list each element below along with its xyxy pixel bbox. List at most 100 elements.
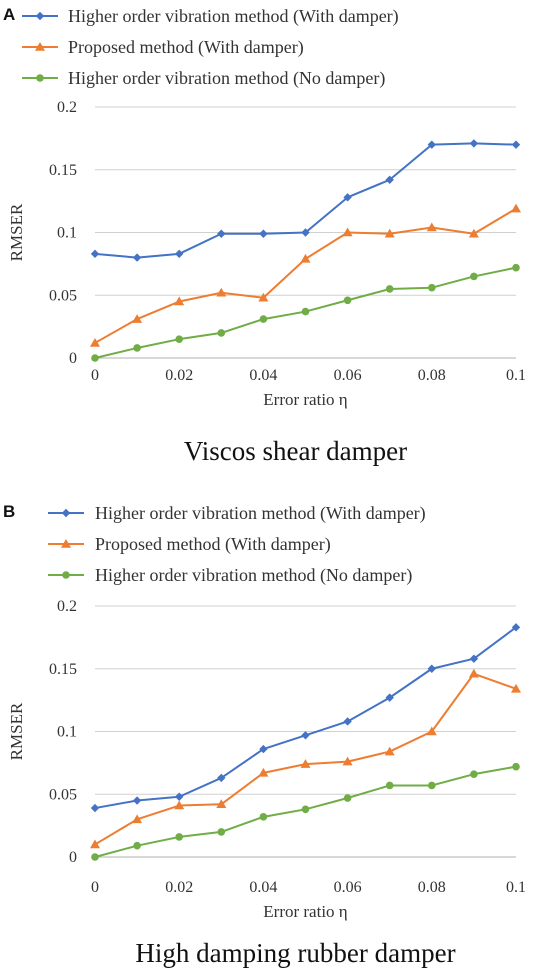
series-2 <box>91 263 520 362</box>
data-point <box>175 249 184 259</box>
data-point <box>301 805 310 814</box>
x-tick-label: 0.06 <box>334 367 362 384</box>
data-point <box>175 792 184 801</box>
series-line <box>94 142 517 259</box>
y-axis-title: RMSER <box>7 702 26 760</box>
data-point <box>384 746 395 756</box>
chart-panel-a: A Higher order vibration method (With dam… <box>3 5 526 466</box>
data-point <box>511 623 521 632</box>
chart-caption: Viscos shear damper <box>184 436 407 466</box>
data-point <box>217 329 226 337</box>
data-point <box>511 683 521 693</box>
data-point <box>469 139 479 148</box>
x-tick-label: 0.06 <box>334 879 362 896</box>
data-point <box>132 814 143 824</box>
data-point <box>427 140 436 149</box>
data-point <box>217 773 226 783</box>
legend-label: Higher order vibration method (With damp… <box>68 6 399 27</box>
data-point <box>426 222 437 232</box>
x-tick-label: 0.08 <box>418 879 446 896</box>
data-point <box>133 344 141 352</box>
data-point <box>132 253 142 262</box>
series-1 <box>90 668 521 849</box>
legend: Higher order vibration method (With damp… <box>22 6 399 89</box>
y-tick-label: 0.2 <box>57 598 77 615</box>
legend-triangle-marker <box>61 539 71 548</box>
legend-item: Higher order vibration method (With damp… <box>48 503 426 524</box>
data-point <box>174 800 185 810</box>
data-point <box>175 335 183 343</box>
series-line <box>94 672 517 846</box>
data-point <box>385 781 394 790</box>
data-point <box>342 756 353 766</box>
data-point <box>342 227 353 237</box>
data-point <box>216 287 227 297</box>
y-tick-label: 0.05 <box>49 786 77 803</box>
data-point <box>216 799 227 809</box>
data-point <box>468 228 479 238</box>
data-point <box>343 794 352 802</box>
data-point <box>259 229 268 238</box>
legend-circle-marker <box>36 74 44 82</box>
series-2 <box>91 762 520 861</box>
data-point <box>384 228 395 238</box>
data-point <box>217 828 226 836</box>
y-tick-label: 0.1 <box>57 724 77 741</box>
legend-circle-marker <box>62 571 70 579</box>
series-0 <box>90 623 521 813</box>
data-point <box>470 770 478 778</box>
legend-item: Proposed method (With damper) <box>48 534 331 555</box>
data-point <box>259 315 268 323</box>
data-point <box>301 307 310 316</box>
data-point <box>90 337 100 347</box>
data-point <box>258 767 269 777</box>
data-point <box>217 229 226 238</box>
series-0 <box>90 139 521 262</box>
legend-item: Higher order vibration method (No damper… <box>22 68 385 89</box>
x-tick-label: 0.08 <box>418 367 446 384</box>
data-point <box>385 693 394 702</box>
data-point <box>385 285 394 293</box>
legend-diamond-marker <box>61 508 71 518</box>
data-point <box>427 664 436 673</box>
data-point <box>91 853 99 861</box>
data-point <box>468 668 479 678</box>
y-axis-title: RMSER <box>7 203 26 261</box>
data-point <box>258 292 269 302</box>
data-point <box>90 249 100 259</box>
data-point <box>512 263 520 272</box>
x-axis-title: Error ratio η <box>263 390 347 409</box>
data-point <box>301 731 310 740</box>
x-tick-label: 0.02 <box>165 367 193 384</box>
x-tick-label: 0 <box>91 879 99 896</box>
legend-diamond-marker <box>35 11 45 21</box>
data-point <box>175 833 183 841</box>
x-axis-title: Error ratio η <box>263 902 347 921</box>
data-point <box>300 759 311 768</box>
data-point <box>259 744 268 754</box>
data-point <box>470 272 478 281</box>
data-point <box>133 841 141 850</box>
data-point <box>428 781 436 790</box>
y-tick-label: 0.2 <box>57 99 77 116</box>
legend: Higher order vibration method (With damp… <box>48 503 426 586</box>
data-point <box>91 354 99 362</box>
data-point <box>90 839 100 849</box>
data-point <box>300 253 311 263</box>
data-point <box>259 813 268 821</box>
series-line <box>94 626 517 810</box>
y-tick-label: 0.15 <box>49 162 77 179</box>
x-tick-label: 0.1 <box>506 367 526 384</box>
legend-item: Higher order vibration method (With damp… <box>22 6 399 27</box>
legend-label: Higher order vibration method (No damper… <box>68 68 385 89</box>
data-point <box>132 796 142 805</box>
data-point <box>301 228 310 237</box>
y-tick-label: 0 <box>69 849 77 866</box>
data-point <box>90 803 100 813</box>
x-tick-label: 0.1 <box>506 879 526 896</box>
x-tick-label: 0.04 <box>249 367 277 384</box>
panel-letter: A <box>3 5 15 24</box>
data-point <box>385 175 394 184</box>
series-1 <box>90 203 521 347</box>
